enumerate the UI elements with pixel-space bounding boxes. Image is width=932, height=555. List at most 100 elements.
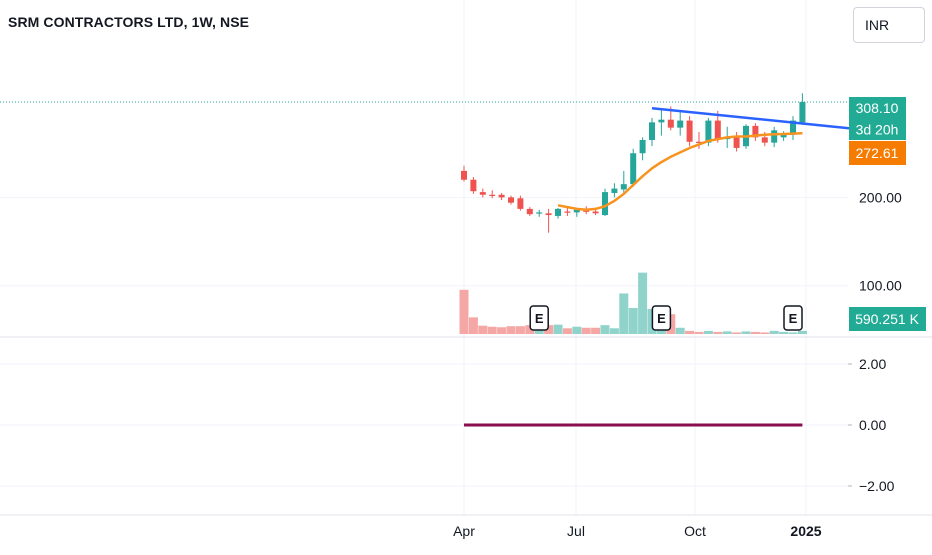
candle-body: [677, 120, 684, 128]
candle-body: [752, 125, 759, 138]
event-marker-box: [651, 305, 672, 331]
indicator-axis-tick: 2.00: [859, 356, 886, 372]
countdown-label-text: 3d 20h: [856, 122, 899, 138]
volume-bar: [600, 325, 610, 334]
candle: [733, 132, 740, 152]
candle: [790, 116, 796, 141]
candle-body: [508, 197, 514, 203]
volume-bar: [497, 327, 507, 334]
trendline[interactable]: [651, 106, 878, 133]
candle-body: [771, 130, 778, 143]
volume-bar: [694, 331, 704, 334]
candle-body: [799, 102, 806, 123]
candle: [517, 195, 524, 211]
candle-body: [489, 194, 496, 196]
event-marker-box: [783, 305, 803, 331]
candle: [658, 109, 665, 136]
candle: [498, 192, 505, 201]
volume-bar: [506, 326, 516, 334]
volume-bar: [591, 327, 601, 334]
volume-bar: [797, 330, 807, 334]
candle: [649, 117, 655, 147]
candle: [611, 183, 618, 198]
volume-bar: [553, 324, 563, 334]
candle: [508, 195, 514, 205]
volume-bar: [713, 331, 723, 334]
candle-body: [639, 140, 646, 154]
volume-bar: [619, 293, 629, 334]
price-axis-tick: 200.00: [859, 189, 902, 205]
candle-body: [686, 120, 693, 142]
volume-value-label-bg: [849, 307, 926, 331]
currency-label: INR: [865, 17, 890, 33]
volume-bar: [732, 332, 742, 334]
candle-body: [555, 208, 561, 216]
volume-bar: [468, 317, 478, 334]
candle: [479, 188, 486, 198]
candle-body: [592, 211, 599, 214]
candle-body: [620, 184, 627, 190]
symbol-title[interactable]: SRM CONTRACTORS LTD, 1W, NSE: [8, 14, 250, 30]
volume-bar: [572, 326, 582, 334]
countdown-label: 3d 20h: [849, 119, 906, 140]
last-price-label-bg: [849, 97, 906, 119]
volume-bar: [609, 328, 619, 334]
candle: [545, 208, 552, 233]
volume-bar: [675, 327, 685, 334]
earnings-event-marker[interactable]: E: [783, 305, 803, 331]
candle-body: [790, 120, 796, 135]
candle: [526, 207, 533, 216]
candle-body: [517, 198, 524, 209]
candle-body: [470, 179, 477, 192]
countdown-label-bg: [849, 119, 906, 140]
candle: [489, 190, 496, 199]
event-marker-label: E: [657, 311, 666, 326]
price-axis-tick: 100.00: [859, 278, 902, 294]
volume-bar: [788, 332, 798, 334]
time-axis-label: 2025: [790, 523, 821, 539]
earnings-event-marker[interactable]: E: [651, 305, 672, 331]
candle-body: [526, 208, 533, 215]
volume-bar: [515, 326, 525, 334]
candle-body: [649, 122, 655, 141]
volume-bar: [760, 332, 770, 334]
currency-selector[interactable]: INR: [853, 7, 925, 43]
candle: [799, 93, 806, 125]
candle: [780, 131, 787, 141]
event-marker-box: [529, 305, 549, 331]
candle-body: [545, 213, 552, 216]
candle-body: [583, 210, 590, 212]
candle: [602, 188, 608, 216]
candle: [461, 165, 467, 182]
candle-body: [705, 120, 712, 143]
candle: [686, 116, 693, 147]
candle: [696, 132, 702, 149]
earnings-event-marker[interactable]: E: [529, 305, 549, 331]
volume-bar: [769, 330, 779, 334]
volume-bar: [562, 328, 572, 334]
volume-bar: [750, 331, 760, 334]
volume-value-label: 590.251 K: [849, 307, 926, 331]
time-axis-label: Apr: [453, 523, 475, 539]
volume-bar: [703, 330, 713, 334]
candle-body: [630, 153, 637, 185]
candle-body: [696, 141, 702, 143]
volume-bar: [722, 331, 732, 334]
ma-value-label-text: 272.61: [856, 145, 899, 161]
volume-bar: [459, 289, 469, 334]
moving-average-line: [557, 132, 803, 212]
candle: [536, 209, 543, 217]
volume-bar: [779, 331, 789, 334]
volume-bar: [544, 325, 554, 334]
candle: [752, 123, 759, 141]
indicator-axis-tick: 0.00: [859, 417, 886, 433]
candle-body: [714, 120, 721, 140]
event-marker-label: E: [789, 311, 798, 326]
candle-body: [761, 137, 768, 143]
candle-body: [479, 192, 486, 195]
time-axis-label: Jul: [567, 523, 585, 539]
volume-bar: [581, 327, 591, 334]
volume-bar: [487, 326, 497, 334]
